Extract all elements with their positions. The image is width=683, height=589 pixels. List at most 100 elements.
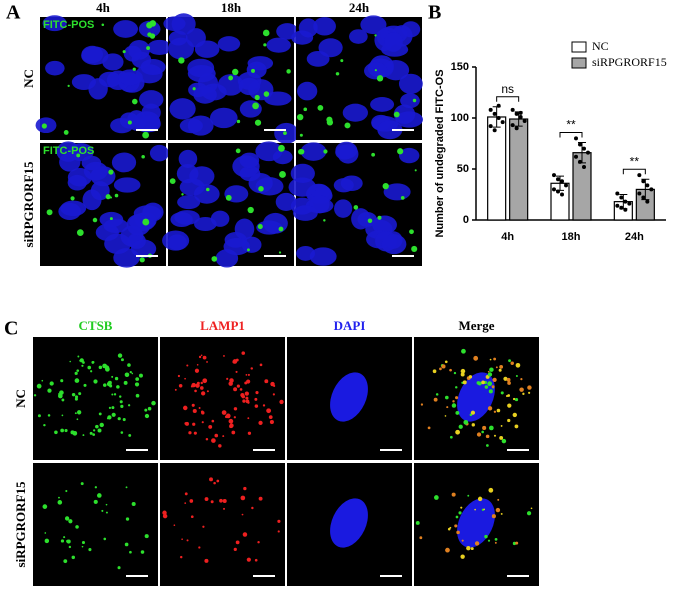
puncta	[487, 370, 490, 373]
row-label: siRPGRORF15	[21, 161, 36, 247]
data-point	[641, 195, 646, 200]
nucleus	[401, 21, 421, 38]
puncta	[106, 381, 112, 387]
particle	[326, 119, 334, 126]
nucleus	[384, 32, 403, 52]
nucleus	[189, 166, 215, 187]
puncta	[63, 536, 66, 539]
nucleus	[133, 111, 161, 133]
puncta	[213, 481, 216, 485]
nucleus	[217, 74, 244, 96]
puncta	[470, 547, 474, 551]
significance-bracket	[622, 168, 646, 175]
puncta	[93, 429, 96, 432]
particle	[278, 251, 282, 254]
puncta	[101, 509, 104, 512]
puncta	[494, 541, 497, 544]
puncta	[507, 403, 512, 408]
data-point	[623, 207, 628, 212]
puncta	[162, 513, 168, 519]
puncta	[245, 396, 249, 400]
data-point	[574, 136, 578, 141]
nucleus	[103, 218, 129, 234]
puncta	[446, 406, 449, 409]
puncta	[208, 424, 213, 429]
particle	[376, 75, 384, 82]
data-point	[560, 192, 564, 197]
puncta	[487, 381, 493, 387]
nucleus	[398, 73, 423, 94]
nucleus	[400, 93, 420, 109]
particle	[246, 248, 250, 252]
particle	[340, 59, 344, 63]
puncta	[211, 419, 215, 423]
micrograph	[33, 337, 158, 460]
nucleus	[111, 152, 137, 173]
puncta	[454, 524, 458, 528]
puncta	[191, 403, 195, 407]
puncta	[415, 521, 420, 525]
nucleus	[457, 372, 495, 422]
particle	[206, 187, 210, 192]
puncta	[117, 417, 121, 421]
data-point	[645, 183, 650, 188]
data-point	[510, 107, 515, 112]
nucleus	[298, 18, 318, 38]
puncta	[174, 388, 177, 391]
puncta	[97, 428, 102, 433]
particle	[141, 155, 145, 159]
puncta	[93, 499, 98, 504]
puncta	[61, 398, 65, 402]
puncta	[201, 421, 204, 424]
particle	[70, 196, 75, 201]
puncta	[247, 401, 250, 404]
puncta	[439, 367, 442, 371]
puncta	[241, 351, 246, 355]
particle	[132, 67, 136, 71]
puncta	[103, 537, 107, 541]
puncta	[72, 431, 78, 436]
panel-letter: C	[4, 318, 18, 340]
puncta	[108, 406, 112, 409]
puncta	[200, 410, 204, 414]
puncta	[190, 515, 194, 519]
significance-bracket	[559, 131, 583, 138]
puncta	[36, 383, 42, 389]
puncta	[173, 524, 176, 527]
puncta	[487, 372, 493, 377]
puncta	[224, 411, 226, 414]
particle	[178, 57, 185, 64]
puncta	[231, 430, 236, 435]
particle	[286, 69, 291, 74]
puncta	[223, 355, 225, 357]
column-label: LAMP1	[200, 318, 245, 333]
puncta	[493, 434, 497, 437]
puncta	[444, 360, 448, 364]
puncta	[496, 408, 501, 413]
puncta	[420, 403, 424, 406]
row-label: NC	[21, 69, 36, 88]
puncta	[198, 407, 201, 410]
particle	[278, 144, 285, 152]
puncta	[244, 391, 249, 396]
puncta	[206, 390, 209, 393]
puncta	[233, 387, 238, 392]
puncta	[64, 516, 70, 521]
puncta	[279, 399, 284, 405]
puncta	[71, 392, 76, 397]
puncta	[522, 392, 525, 395]
puncta	[211, 438, 216, 443]
puncta	[512, 541, 517, 546]
particle	[101, 23, 105, 27]
puncta	[452, 400, 455, 403]
puncta	[87, 365, 92, 370]
puncta	[266, 408, 272, 414]
puncta	[195, 383, 200, 388]
nucleus	[193, 85, 217, 104]
puncta	[500, 512, 503, 515]
puncta	[61, 414, 64, 417]
nucleus	[60, 200, 87, 217]
data-point	[496, 116, 501, 120]
particle	[367, 218, 373, 224]
puncta	[489, 425, 494, 431]
